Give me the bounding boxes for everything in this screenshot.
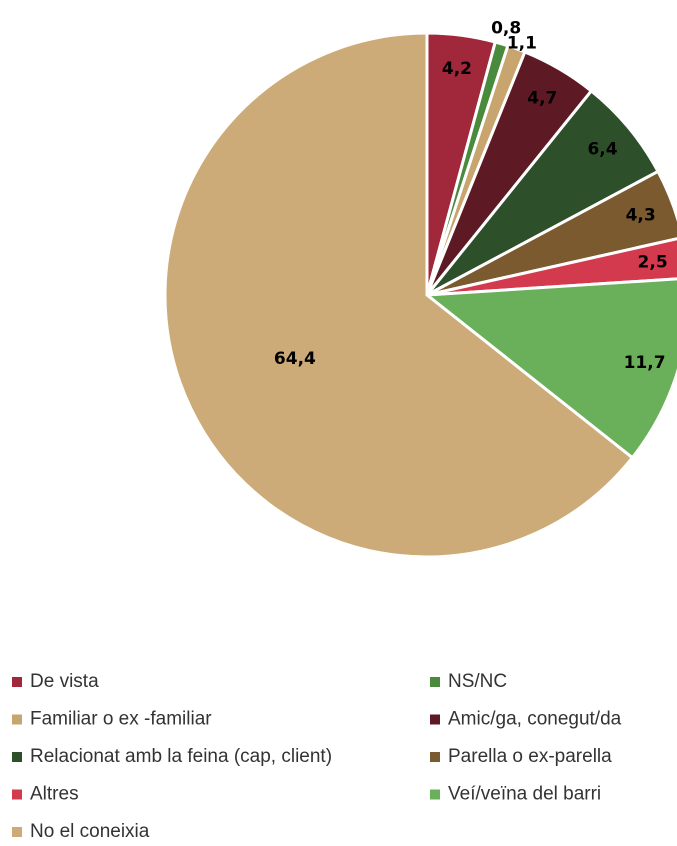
data-label: 4,2: [442, 59, 472, 79]
legend-swatch: [430, 789, 440, 800]
pie-slice: [426, 237, 677, 297]
legend-label: Veí/veïna del barri: [448, 784, 601, 805]
legend-swatch: [12, 677, 22, 687]
legend-label: De vista: [30, 671, 99, 692]
data-label: 4,3: [626, 206, 656, 226]
data-label: 4,7: [527, 88, 557, 108]
legend-swatch: [430, 714, 440, 725]
data-label: 11,7: [624, 353, 666, 373]
legend-label: Amic/ga, conegut/da: [448, 709, 622, 730]
data-label: 0,8: [491, 19, 521, 39]
pie-slice: [426, 169, 677, 297]
legend-label: Relacionat amb la feina (cap, client): [30, 746, 332, 767]
data-label: 1,1: [507, 34, 537, 54]
legend-label: Familiar o ex -familiar: [30, 709, 212, 730]
legend-swatch: [430, 752, 440, 762]
legend-label: Parella o ex-parella: [448, 746, 612, 767]
pie-slice: [423, 277, 677, 460]
data-label: 6,4: [587, 140, 617, 160]
legend-swatch: [12, 789, 22, 800]
legend-swatch: [12, 714, 22, 725]
pie-slice: [163, 31, 635, 559]
data-label: 2,5: [638, 253, 668, 273]
legend-label: No el coneixia: [30, 821, 150, 842]
legend-swatch: [12, 752, 22, 762]
legend-label: Altres: [30, 784, 79, 805]
data-label: 64,4: [274, 349, 316, 369]
legend-swatch: [430, 677, 440, 687]
legend-swatch: [12, 827, 22, 837]
legend-label: NS/NC: [448, 671, 507, 692]
